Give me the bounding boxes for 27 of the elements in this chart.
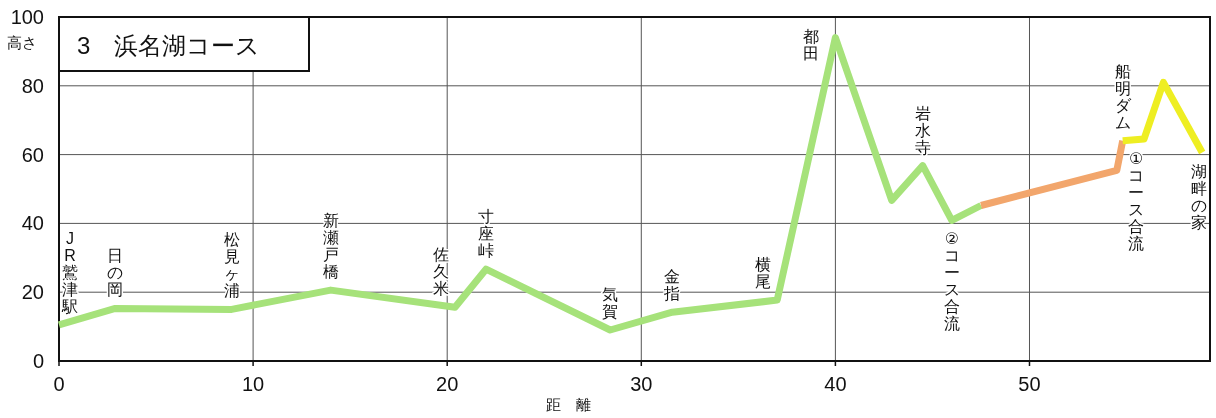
y-axis-title: 高さ — [7, 34, 37, 51]
annotation: 佐久米 — [432, 246, 449, 298]
x-tick-label: 50 — [1018, 373, 1041, 395]
y-tick-label: 60 — [21, 143, 44, 166]
annotation: 松見ヶ浦 — [223, 231, 240, 300]
x-tick-label: 40 — [824, 373, 847, 395]
y-tick-label: 40 — [21, 212, 44, 235]
y-tick-label: 100 — [10, 6, 44, 28]
annotation: 都田 — [803, 27, 820, 62]
x-tick-label: 30 — [630, 373, 653, 395]
y-tick-label: 0 — [32, 350, 44, 372]
annotation: JR鷲津駅 — [61, 229, 78, 315]
y-tick-label: 80 — [21, 74, 44, 97]
annotation: 気賀 — [602, 286, 619, 321]
text: 3 浜名湖コース — [77, 31, 261, 59]
annotation: 金指 — [663, 268, 681, 303]
x-tick-label: 0 — [53, 373, 65, 395]
annotation: 日の岡 — [107, 247, 124, 299]
x-tick-label: 10 — [241, 373, 265, 395]
annotation: 寸座峠 — [478, 208, 495, 260]
annotation: 横尾 — [755, 256, 772, 291]
x-tick-label: 20 — [436, 373, 459, 395]
annotation: 岩水寺 — [914, 104, 931, 156]
y-tick-label: 20 — [21, 281, 44, 304]
x-axis-title: 距 離 — [545, 396, 591, 413]
annotation: ②コース合流 — [943, 230, 960, 333]
annotation: 船明ダム — [1114, 62, 1132, 131]
